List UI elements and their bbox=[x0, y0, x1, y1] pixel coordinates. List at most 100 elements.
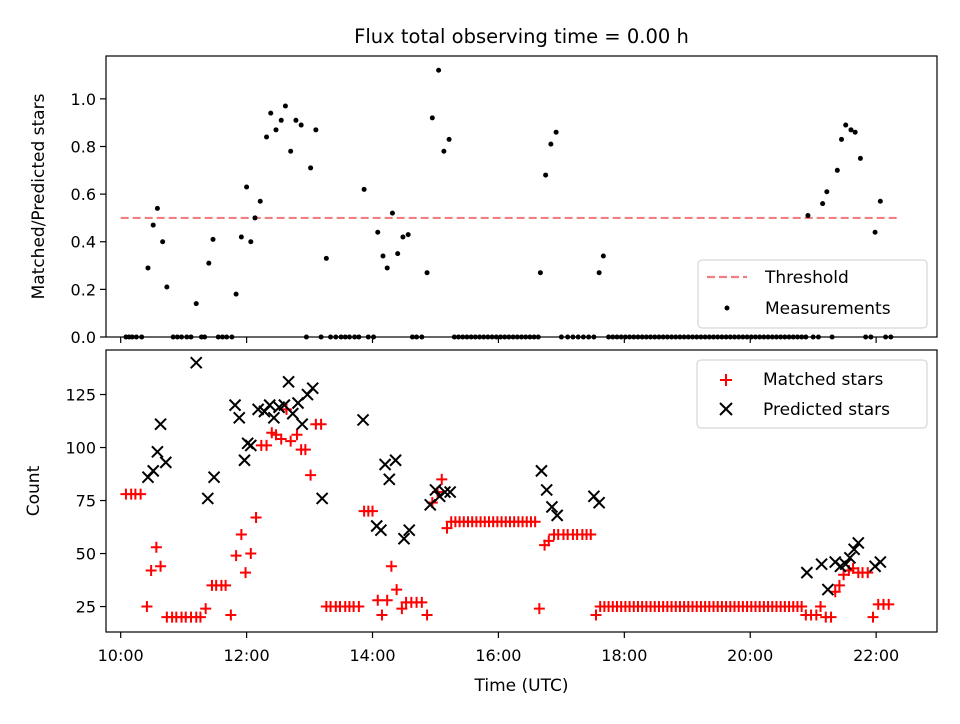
matched-star-point bbox=[862, 567, 874, 579]
predicted-star-point bbox=[429, 483, 442, 497]
count-y-tick-label: 75 bbox=[76, 492, 96, 511]
ratio-y-axis: 0.0 0.2 0.4 0.6 0.8 1.0 bbox=[71, 90, 106, 347]
predicted-star-point bbox=[151, 445, 164, 458]
measurement-point bbox=[257, 198, 263, 204]
measurement-point bbox=[313, 127, 319, 133]
measurement-point bbox=[293, 117, 299, 123]
predicted-star-point bbox=[159, 456, 173, 469]
measurement-point bbox=[441, 148, 447, 154]
count-x-axis: 10:00 12:00 14:00 16:00 18:00 20:00 22:00 bbox=[98, 632, 899, 665]
matched-star-point bbox=[590, 609, 602, 621]
measurement-point bbox=[206, 260, 212, 266]
measurement-point bbox=[361, 186, 367, 192]
count-x-tick-label: 10:00 bbox=[98, 646, 144, 665]
measurement-point bbox=[380, 253, 386, 259]
measurement-point bbox=[278, 117, 284, 123]
measurement-point bbox=[872, 229, 878, 235]
matched-star-point bbox=[291, 429, 303, 441]
matched-star-point bbox=[883, 598, 895, 610]
matched-star-point bbox=[815, 601, 827, 613]
matched-star-point bbox=[200, 603, 212, 615]
ratio-axes-frame bbox=[105, 55, 938, 338]
matched-star-point bbox=[391, 584, 403, 596]
x-axis-label: Time (UTC) bbox=[474, 676, 569, 696]
matched-star-point bbox=[529, 516, 541, 528]
predicted-star-point bbox=[389, 454, 402, 467]
measurement-point bbox=[848, 127, 854, 133]
chart-title: Flux total observing time = 0.00 h bbox=[354, 25, 689, 48]
measurement-point bbox=[405, 232, 411, 238]
predicted-star-point bbox=[147, 464, 160, 478]
matched-star-point bbox=[353, 601, 365, 613]
measurement-point bbox=[543, 172, 549, 178]
predicted-star-point bbox=[190, 356, 203, 369]
measurement-point bbox=[820, 201, 826, 207]
measurement-point bbox=[248, 239, 254, 245]
predicted-star-point bbox=[315, 492, 329, 505]
matched-star-point bbox=[416, 596, 428, 608]
measurement-point bbox=[824, 189, 830, 195]
predicted-star-point bbox=[800, 566, 814, 579]
measurement-point bbox=[193, 301, 199, 307]
measurement-point bbox=[264, 134, 270, 140]
measurement-point bbox=[145, 265, 151, 271]
predicted-star-point bbox=[267, 411, 281, 425]
matched-star-point bbox=[275, 433, 287, 445]
predicted-star-point bbox=[306, 381, 319, 395]
matched-star-point bbox=[825, 611, 837, 623]
predicted-star-point bbox=[296, 418, 309, 431]
predicted-star-point bbox=[821, 583, 835, 596]
count-x-tick-label: 12:00 bbox=[224, 646, 270, 665]
predicted-star-point bbox=[438, 485, 452, 499]
measurement-point bbox=[446, 136, 452, 142]
predicted-star-point bbox=[154, 418, 167, 431]
ratio-y-tick-label: 0.2 bbox=[71, 280, 96, 299]
predicted-star-point bbox=[282, 375, 295, 389]
matched-star-point bbox=[141, 601, 153, 613]
measurement-point bbox=[400, 234, 406, 240]
predicted-star-point bbox=[847, 543, 861, 556]
ratio-x-axis bbox=[120, 337, 877, 343]
matched-star-point bbox=[299, 444, 311, 456]
count-y-tick-label: 25 bbox=[76, 598, 96, 617]
matched-star-point bbox=[315, 418, 327, 430]
predicted-star-point bbox=[443, 485, 457, 499]
measurement-point bbox=[298, 122, 304, 128]
matched-star-point bbox=[250, 512, 262, 524]
predicted-star-point bbox=[201, 492, 214, 505]
matched-star-point bbox=[245, 548, 257, 560]
count-legend: Matched stars Predicted stars bbox=[696, 359, 928, 429]
measurement-point bbox=[375, 229, 381, 235]
measurement-point bbox=[852, 129, 858, 135]
count-plot-area bbox=[120, 356, 895, 623]
predicted-star-point bbox=[374, 524, 388, 537]
count-x-tick-label: 20:00 bbox=[727, 646, 773, 665]
measurement-point bbox=[429, 115, 435, 121]
measurement-point bbox=[273, 127, 279, 133]
matched-star-point bbox=[155, 560, 167, 572]
measurement-point bbox=[834, 167, 840, 173]
matched-star-point bbox=[285, 435, 297, 447]
measurement-point bbox=[389, 210, 395, 216]
count-y-tick-label: 125 bbox=[65, 386, 96, 405]
legend-matched-label: Matched stars bbox=[763, 370, 883, 390]
measurement-point bbox=[288, 148, 294, 154]
measurement-point bbox=[238, 234, 244, 240]
ratio-y-tick-label: 1.0 bbox=[71, 90, 96, 109]
matched-star-point bbox=[385, 560, 397, 572]
count-x-tick-label: 14:00 bbox=[349, 646, 395, 665]
predicted-star-point bbox=[550, 509, 564, 522]
matched-star-point bbox=[796, 601, 808, 613]
matched-star-point bbox=[145, 565, 157, 577]
legend-measurements-label: Measurements bbox=[765, 299, 891, 319]
predicted-star-point bbox=[843, 551, 857, 564]
measurement-point bbox=[164, 284, 170, 290]
measurement-point bbox=[548, 141, 554, 147]
matched-star-point bbox=[225, 609, 237, 621]
ratio-legend: Threshold Measurements bbox=[697, 259, 928, 329]
ratio-y-tick-label: 0.4 bbox=[71, 233, 96, 252]
matched-star-point bbox=[436, 473, 448, 485]
measurement-point bbox=[424, 270, 430, 276]
measurement-point bbox=[268, 110, 274, 116]
measurement-point bbox=[436, 67, 442, 73]
